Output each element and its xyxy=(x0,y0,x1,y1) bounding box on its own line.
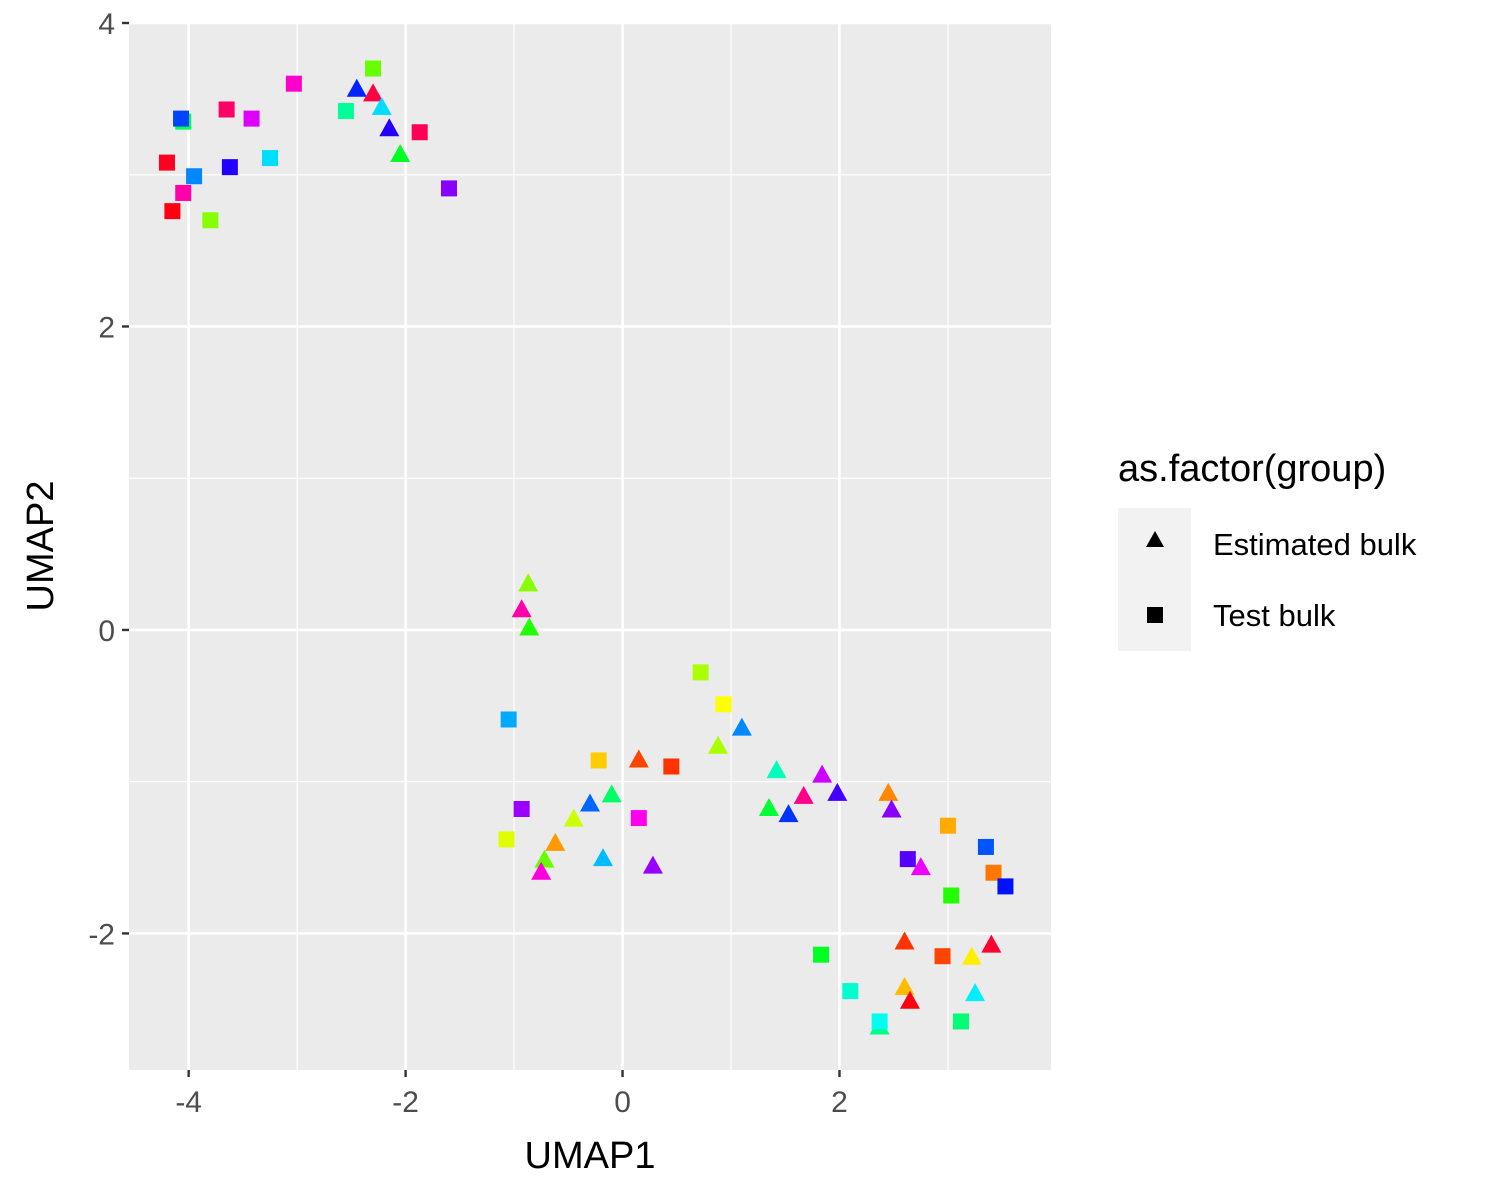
estimated-bulk-point xyxy=(894,931,915,950)
test-bulk-point xyxy=(164,203,181,220)
x-tick-label: 2 xyxy=(831,1086,848,1119)
test-bulk-point xyxy=(977,838,994,855)
estimated-bulk-point xyxy=(899,990,920,1009)
test-bulk-point xyxy=(175,184,192,201)
x-axis: -4 -2 0 2 xyxy=(175,1070,848,1119)
estimated-bulk-point xyxy=(827,782,848,801)
legend-key-background xyxy=(1118,508,1191,651)
estimated-bulk-point xyxy=(778,804,799,823)
test-bulk-point xyxy=(500,711,517,728)
estimated-bulk-point xyxy=(758,798,779,817)
estimated-bulk-point xyxy=(371,96,392,115)
legend-label-test-bulk: Test bulk xyxy=(1213,598,1336,633)
estimated-bulk-point xyxy=(707,735,728,754)
estimated-bulk-point xyxy=(642,855,663,874)
estimated-bulk-point xyxy=(981,934,1002,953)
test-bulk-point xyxy=(934,948,951,965)
y-tick-label: 4 xyxy=(98,8,115,41)
x-axis-title: UMAP1 xyxy=(525,1135,656,1177)
test-bulk-point xyxy=(939,817,956,834)
estimated-bulk-point xyxy=(563,808,584,827)
estimated-bulk-point xyxy=(531,861,552,880)
test-bulk-point xyxy=(513,801,530,818)
test-bulk-point xyxy=(943,887,960,904)
estimated-bulk-point xyxy=(593,848,614,867)
test-bulk-point xyxy=(813,946,830,963)
x-tick-label: -2 xyxy=(392,1086,419,1119)
test-bulk-point xyxy=(186,168,203,185)
test-bulk-point xyxy=(842,983,859,1000)
test-bulk-point xyxy=(221,159,238,176)
estimated-bulk-point xyxy=(910,857,931,876)
estimated-bulk-point xyxy=(390,144,411,163)
y-tick-label: -2 xyxy=(88,918,115,951)
estimated-bulk-point xyxy=(518,573,539,592)
test-bulk-point xyxy=(692,664,709,681)
major-gridlines xyxy=(129,21,1051,1070)
estimated-bulk-point xyxy=(812,764,833,783)
test-bulk-point xyxy=(440,180,457,197)
test-bulk-point xyxy=(997,878,1014,895)
test-bulk-point xyxy=(285,75,302,92)
test-bulk-point xyxy=(985,864,1002,881)
test-bulk-point xyxy=(952,1013,969,1030)
legend: as.factor(group) Estimated bulk Test bul… xyxy=(1118,448,1417,651)
estimated-bulk-point xyxy=(379,118,400,137)
test-bulk-point xyxy=(243,110,260,127)
y-axis: -2 0 2 4 xyxy=(88,8,129,951)
legend-square-icon xyxy=(1147,607,1163,623)
minor-gridlines xyxy=(129,23,1051,1070)
x-tick-label: 0 xyxy=(614,1086,631,1119)
estimated-bulk-point xyxy=(534,849,555,868)
estimated-bulk-point xyxy=(511,599,532,618)
estimated-bulk-point xyxy=(965,983,986,1002)
test-bulk-point xyxy=(630,810,647,827)
test-bulk-point xyxy=(498,831,515,848)
test-bulk-point xyxy=(218,101,235,118)
y-tick-label: 0 xyxy=(98,615,115,648)
estimated-bulk-point xyxy=(580,793,600,812)
estimated-bulk-point xyxy=(731,717,752,736)
x-tick-label: -4 xyxy=(175,1086,202,1119)
plot-panel xyxy=(129,23,1051,1070)
estimated-bulk-point xyxy=(628,749,649,768)
legend-title: as.factor(group) xyxy=(1118,448,1386,490)
test-bulk-point xyxy=(158,154,175,171)
estimated-bulk-point xyxy=(766,760,787,779)
legend-label-estimated-bulk: Estimated bulk xyxy=(1213,527,1417,562)
estimated-bulk-point xyxy=(346,78,367,97)
legend-triangle-icon xyxy=(1146,531,1164,547)
estimated-bulk-point xyxy=(894,977,915,996)
estimated-bulk-point xyxy=(545,832,566,851)
estimated-bulk-point xyxy=(519,617,540,636)
test-bulk-point xyxy=(202,212,219,229)
test-bulk-point xyxy=(262,150,279,167)
estimated-bulk-point xyxy=(363,83,384,102)
test-bulk-point xyxy=(365,60,382,77)
test-bulk-point xyxy=(411,124,428,141)
estimated-bulk-point xyxy=(793,785,814,804)
data-points xyxy=(158,60,1014,1035)
estimated-bulk-point xyxy=(601,784,622,803)
test-bulk-point xyxy=(871,1013,888,1030)
test-bulk-point xyxy=(173,110,190,127)
estimated-bulk-point xyxy=(878,782,899,801)
estimated-bulk-point xyxy=(961,946,982,965)
y-tick-label: 2 xyxy=(98,311,115,344)
y-axis-title: UMAP2 xyxy=(20,481,62,612)
test-bulk-point xyxy=(590,752,607,769)
test-bulk-point xyxy=(337,103,354,120)
estimated-bulk-point xyxy=(881,799,902,818)
test-bulk-point xyxy=(899,851,916,868)
test-bulk-point xyxy=(715,696,732,713)
test-bulk-point xyxy=(663,758,680,775)
